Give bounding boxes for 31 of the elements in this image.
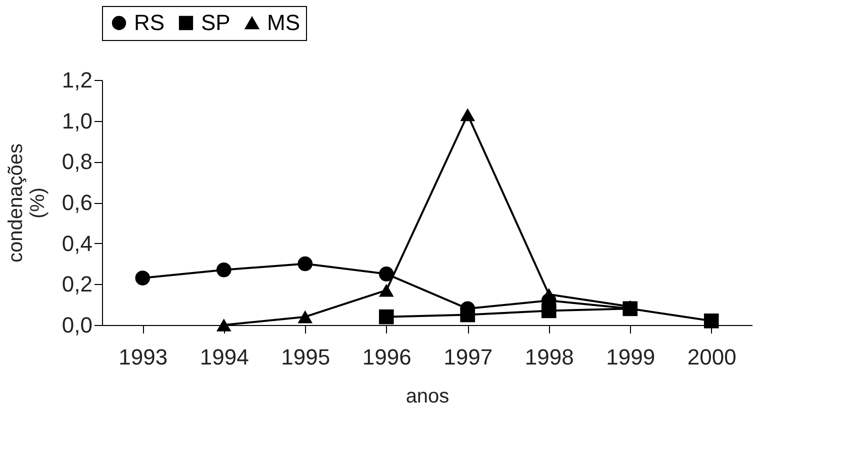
- x-tick-label: 1995: [281, 344, 330, 370]
- legend-label: SP: [201, 10, 230, 35]
- x-tick-label: 1996: [362, 344, 412, 370]
- x-tick-label: 1993: [118, 344, 168, 370]
- point: [298, 310, 313, 324]
- y-tick-label: 0,6: [62, 190, 92, 215]
- point: [704, 314, 719, 328]
- point: [378, 309, 394, 324]
- point: [298, 256, 313, 272]
- point: [622, 301, 638, 316]
- x-tick-label: 1999: [606, 344, 656, 370]
- y-tick-label: 0,0: [62, 312, 92, 338]
- x-axis-title: anos: [406, 386, 450, 408]
- y-tick-label: 0,8: [62, 149, 92, 174]
- point: [135, 270, 150, 286]
- legend-label: RS: [134, 10, 165, 35]
- y-axis-title: condenações (%): [4, 144, 49, 262]
- x-tick-label: 2000: [687, 344, 736, 370]
- point: [216, 262, 232, 278]
- x-tick-label: 1997: [444, 344, 493, 370]
- y-tick-label: 0,2: [62, 272, 92, 297]
- point: [378, 266, 394, 282]
- y-tick-label: 0,4: [62, 230, 92, 256]
- legend-label: MS: [267, 10, 300, 35]
- x-tick-label: 1994: [200, 344, 249, 370]
- y-tick-label: 1,0: [62, 108, 92, 134]
- y-tick-label: 1,2: [62, 68, 92, 92]
- point: [216, 318, 232, 332]
- point: [378, 284, 394, 297]
- x-tick-label: 1998: [524, 344, 574, 370]
- point: [460, 108, 476, 122]
